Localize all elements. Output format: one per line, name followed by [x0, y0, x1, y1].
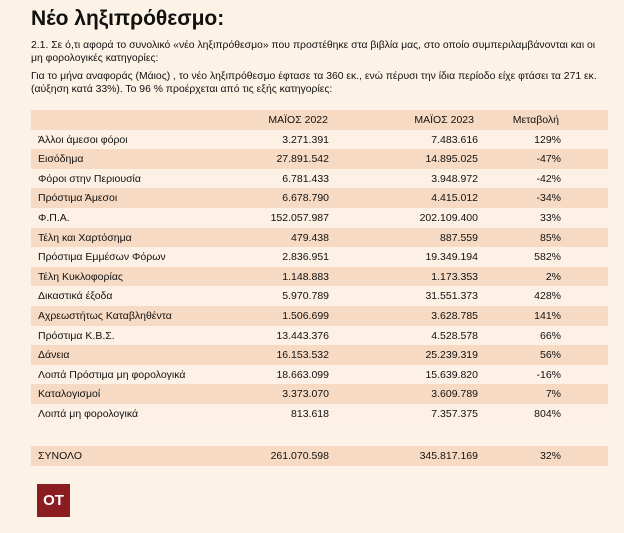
cell: 5.970.789 — [282, 290, 329, 303]
table-row: Καταλογισμοί 3.373.070 3.609.789 7% — [31, 384, 608, 404]
logo: OT — [37, 484, 70, 517]
total-row: ΣΥΝΟΛΟ 261.070.598 345.817.169 32% — [31, 446, 608, 466]
table-row: Αχρεωστήτως Καταβληθέντα 1.506.699 3.628.7… — [31, 305, 608, 326]
cell: 7.483.616 — [431, 133, 478, 146]
table-row: Λοιπά μη φορολογικά 813.618 7.357.375 804% — [31, 403, 608, 424]
cell: 25.239.319 — [425, 349, 478, 362]
cell: Πρόστιμα Κ.Β.Σ. — [38, 329, 115, 342]
paragraph: Για το μήνα αναφοράς (Μάιος) , το νέο λη… — [31, 71, 597, 95]
cell: Δικαστικά έξοδα — [38, 290, 113, 303]
table-row: Εισόδημα 27.891.542 14.895.025 -47% — [31, 149, 608, 169]
column-header: Μεταβολή — [512, 114, 559, 126]
table-row: Φ.Π.Α. 152.057.987 202.109.400 33% — [31, 207, 608, 228]
table-row: Πρόστιμα Κ.Β.Σ. 13.443.376 4.528.578 66% — [31, 325, 608, 346]
cell: 813.618 — [291, 407, 329, 420]
column-header: ΜΑΪΟΣ 2022 — [268, 114, 328, 126]
cell: 202.109.400 — [419, 211, 478, 224]
cell: Καταλογισμοί — [38, 388, 101, 401]
cell: Δάνεια — [38, 349, 70, 362]
cell: -34% — [536, 192, 561, 205]
cell: 32% — [539, 450, 561, 462]
cell: 7.357.375 — [431, 407, 478, 420]
cell: 129% — [534, 133, 561, 146]
table-row: Τέλη και Χαρτόσημα 479.438 887.559 85% — [31, 227, 608, 248]
cell: 1.148.883 — [282, 270, 329, 283]
cell: 31.551.373 — [425, 290, 478, 303]
cell: 13.443.376 — [276, 329, 329, 342]
cell: Φ.Π.Α. — [38, 211, 70, 224]
table-row: ΣΥΝΟΛΟ 261.070.598 345.817.169 32% — [31, 446, 608, 466]
cell: 428% — [534, 290, 561, 303]
table-row: Πρόστιμα Άμεσοι 6.678.790 4.415.012 -34% — [31, 188, 608, 208]
cell: -16% — [536, 368, 561, 381]
table-row: Φόροι στην Περιουσία 6.781.433 3.948.972 -4… — [31, 168, 608, 189]
table-row: Λοιπά Πρόστιμα μη φορολογικά 18.663.099 15… — [31, 364, 608, 385]
cell: Λοιπά μη φορολογικά — [38, 407, 139, 420]
cell: 261.070.598 — [270, 450, 329, 462]
cell: 7% — [545, 388, 561, 401]
cell: 4.415.012 — [431, 192, 478, 205]
table: ΜΑΪΟΣ 2022 ΜΑΪΟΣ 2023 Μεταβολή Άλλοι άμεσοι… — [31, 110, 608, 424]
cell: 804% — [534, 407, 561, 420]
cell: ΣΥΝΟΛΟ — [38, 450, 83, 462]
cell: 4.528.578 — [431, 329, 478, 342]
cell: Πρόστιμα Άμεσοι — [38, 192, 118, 205]
cell: -47% — [536, 153, 561, 166]
cell: 85% — [539, 231, 561, 244]
cell: 2.836.951 — [282, 251, 329, 264]
cell: Πρόστιμα Εμμέσων Φόρων — [38, 251, 166, 264]
cell: Τέλη Κυκλοφορίας — [38, 270, 123, 283]
cell: 887.559 — [440, 231, 478, 244]
cell: 27.891.542 — [276, 153, 329, 166]
cell: Φόροι στην Περιουσία — [38, 172, 141, 185]
cell: 3.948.972 — [431, 172, 478, 185]
cell: 18.663.099 — [276, 368, 329, 381]
cell: Εισόδημα — [38, 153, 84, 166]
cell: Τέλη και Χαρτόσημα — [38, 231, 132, 244]
table-row: Δάνεια 16.153.532 25.239.319 56% — [31, 345, 608, 365]
title: Νέο ληξιπρόθεσμο: — [31, 7, 225, 30]
paragraph: 2.1. Σε ό,τι αφορά το συνολικό «νέο ληξι… — [31, 40, 596, 64]
column-header: ΜΑΪΟΣ 2023 — [414, 114, 474, 126]
cell: 1.506.699 — [282, 309, 329, 322]
cell: 6.781.433 — [282, 172, 329, 185]
cell: Λοιπά Πρόστιμα μη φορολογικά — [38, 368, 186, 381]
cell: 1.173.353 — [431, 270, 478, 283]
table-row: Πρόστιμα Εμμέσων Φόρων 2.836.951 19.349.19… — [31, 247, 608, 267]
cell: 16.153.532 — [276, 349, 329, 362]
cell: 3.609.789 — [431, 388, 478, 401]
cell: 3.271.391 — [282, 133, 329, 146]
cell: 152.057.987 — [270, 211, 329, 224]
cell: 479.438 — [291, 231, 329, 244]
cell: 66% — [539, 329, 561, 342]
cell: Αχρεωστήτως Καταβληθέντα — [38, 309, 172, 322]
cell: 3.373.070 — [282, 388, 329, 401]
cell: 6.678.790 — [282, 192, 329, 205]
table-row: Τέλη Κυκλοφορίας 1.148.883 1.173.353 2% — [31, 266, 608, 287]
cell: Άλλοι άμεσοι φόροι — [38, 133, 128, 146]
table-row: Δικαστικά έξοδα 5.970.789 31.551.373 428% — [31, 286, 608, 306]
cell: 141% — [534, 309, 561, 322]
cell: 345.817.169 — [419, 450, 478, 462]
cell: 14.895.025 — [425, 153, 478, 166]
cell: 56% — [539, 349, 561, 362]
cell: 2% — [545, 270, 561, 283]
cell: -42% — [536, 172, 561, 185]
header-row: ΜΑΪΟΣ 2022 ΜΑΪΟΣ 2023 Μεταβολή — [31, 110, 608, 130]
table-row: Άλλοι άμεσοι φόροι 3.271.391 7.483.616 129% — [31, 129, 608, 150]
cell: 3.628.785 — [431, 309, 478, 322]
cell: 33% — [539, 211, 561, 224]
cell: 19.349.194 — [425, 251, 478, 264]
cell: 15.639.820 — [425, 368, 478, 381]
cell: 582% — [534, 251, 561, 264]
